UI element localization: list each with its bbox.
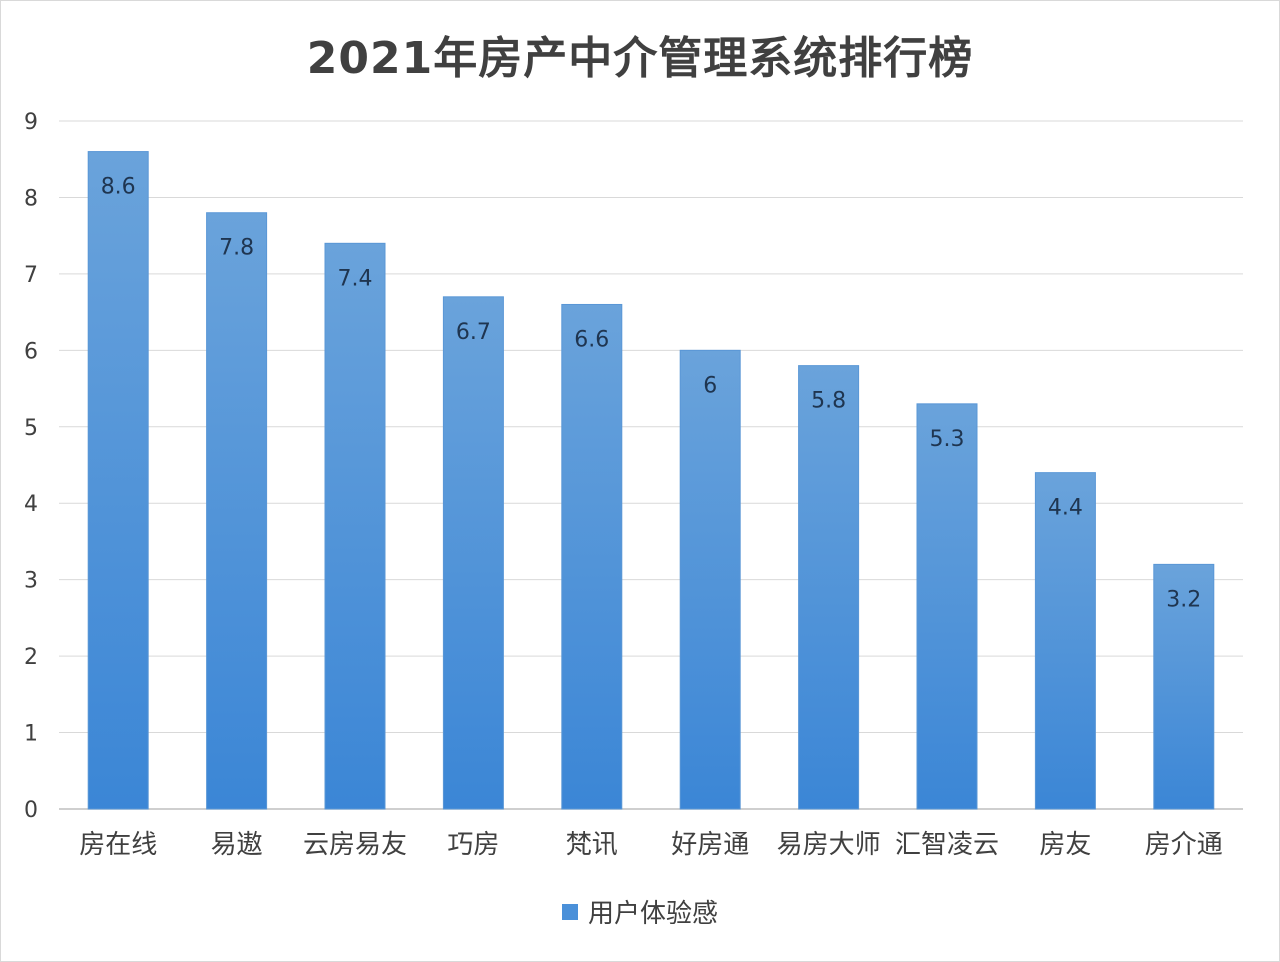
data-label: 3.2 [1166, 587, 1201, 612]
data-label: 8.6 [101, 175, 136, 200]
y-tick-label: 4 [24, 492, 38, 517]
bar [798, 365, 860, 810]
y-tick-label: 2 [24, 645, 38, 670]
bar [1034, 472, 1096, 810]
bar [324, 242, 386, 810]
x-tick-label: 房在线 [79, 830, 157, 860]
x-tick-label: 汇智凌云 [895, 830, 999, 860]
bar [679, 349, 741, 810]
y-tick-label: 8 [24, 186, 38, 211]
data-label: 7.8 [219, 236, 254, 261]
y-tick-label: 9 [24, 110, 38, 135]
legend-swatch [561, 903, 578, 920]
bar [916, 403, 978, 810]
y-tick-label: 7 [24, 263, 38, 288]
x-tick-label: 巧房 [447, 830, 499, 860]
y-tick-label: 1 [24, 722, 38, 747]
x-tick-label: 房介通 [1145, 830, 1223, 860]
data-label: 5.3 [930, 427, 965, 452]
bar [561, 303, 623, 810]
data-label: 7.4 [338, 266, 373, 291]
data-label: 4.4 [1048, 496, 1083, 521]
bar [1153, 563, 1215, 810]
x-tick-label: 云房易友 [303, 830, 407, 860]
x-tick-label: 好房通 [671, 830, 749, 860]
y-axis-ticks: 0 1 2 3 4 5 6 7 8 9 [24, 110, 38, 823]
x-axis-ticks: 房在线 易遨 云房易友 巧房 梵讯 好房通 易房大师 汇智凌云 房友 房介通 [79, 830, 1223, 860]
x-tick-label: 房友 [1039, 830, 1091, 860]
chart-title: 2021年房产中介管理系统排行榜 [306, 33, 974, 84]
data-label: 6.7 [456, 320, 491, 345]
bar [442, 296, 504, 810]
x-tick-label: 梵讯 [566, 830, 618, 860]
x-tick-label: 易房大师 [777, 830, 881, 860]
y-tick-label: 3 [24, 569, 38, 594]
bar [206, 212, 268, 810]
y-tick-label: 0 [24, 798, 38, 823]
data-label: 6.6 [574, 327, 609, 352]
data-label: 5.8 [811, 389, 846, 414]
x-tick-label: 易遨 [211, 830, 263, 860]
data-labels: 8.6 7.8 7.4 6.7 6.6 6 5.8 5.3 4.4 3.2 [101, 175, 1202, 613]
legend: 用户体验感 [0, 893, 1280, 930]
y-tick-label: 5 [24, 416, 38, 441]
data-label: 6 [703, 373, 717, 398]
legend-label: 用户体验感 [587, 899, 718, 929]
y-tick-label: 6 [24, 339, 38, 364]
bar [87, 151, 149, 810]
bars [87, 151, 1215, 810]
